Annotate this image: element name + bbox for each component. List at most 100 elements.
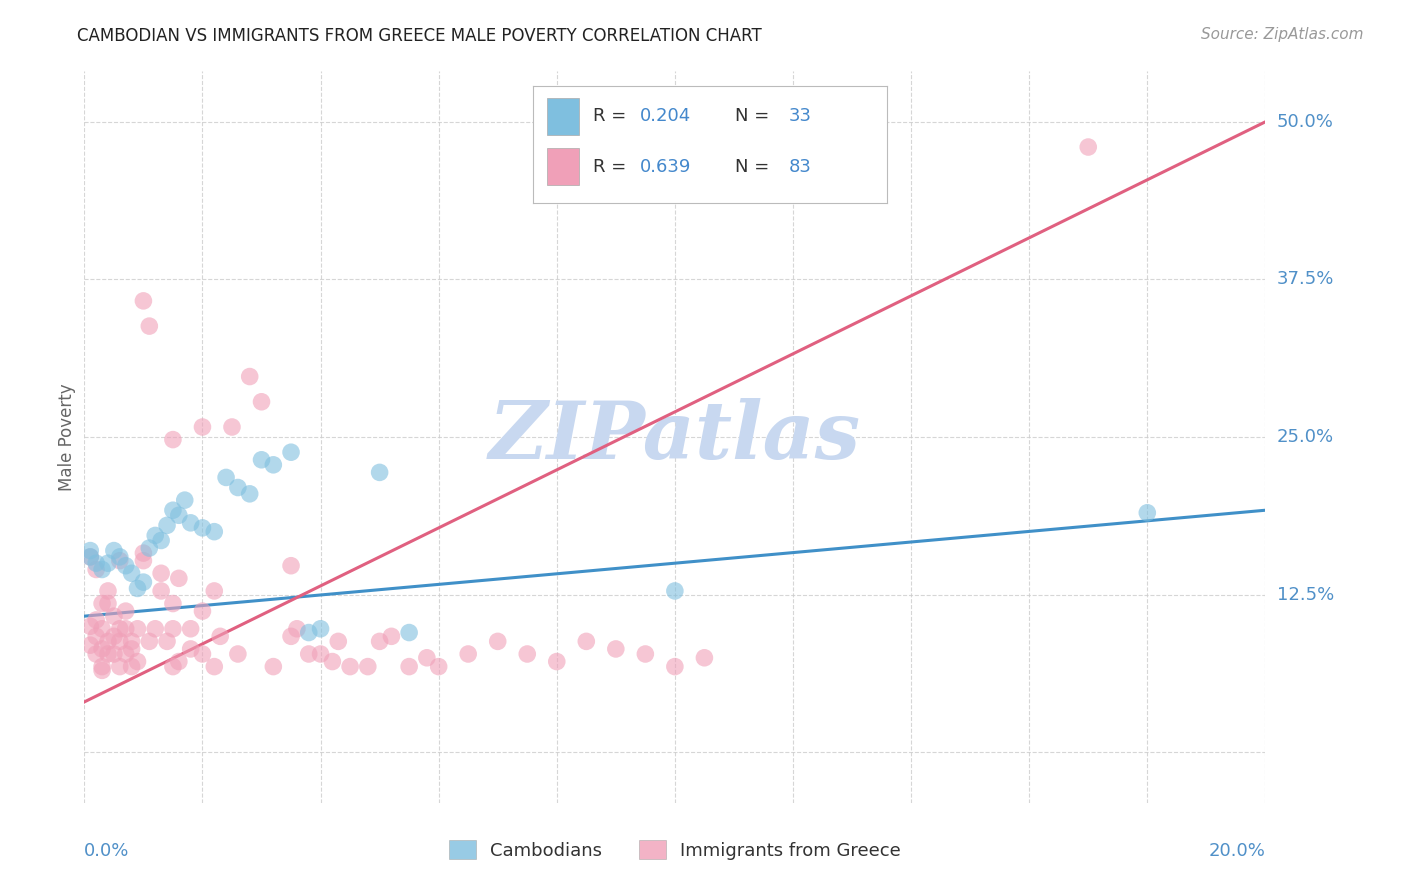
- Point: [121, 634, 143, 648]
- Text: 0.0%: 0.0%: [84, 842, 129, 860]
- Point: [91, 562, 114, 576]
- Point: [127, 582, 149, 596]
- Point: [114, 604, 136, 618]
- Point: [108, 622, 131, 636]
- Text: Source: ZipAtlas.com: Source: ZipAtlas.com: [1201, 27, 1364, 42]
- Point: [91, 664, 114, 678]
- Point: [84, 613, 107, 627]
- Point: [486, 634, 509, 648]
- Point: [84, 629, 107, 643]
- Point: [398, 625, 420, 640]
- Point: [339, 659, 361, 673]
- Point: [132, 546, 155, 560]
- Point: [121, 659, 143, 673]
- Point: [368, 634, 391, 648]
- Point: [357, 659, 380, 673]
- Y-axis label: Male Poverty: Male Poverty: [58, 384, 76, 491]
- Point: [191, 604, 214, 618]
- Point: [150, 533, 173, 548]
- Point: [150, 566, 173, 581]
- Point: [1136, 506, 1159, 520]
- Point: [108, 634, 131, 648]
- Point: [143, 622, 166, 636]
- Point: [298, 625, 321, 640]
- Point: [108, 549, 131, 564]
- Point: [693, 650, 716, 665]
- Point: [150, 583, 173, 598]
- Point: [191, 521, 214, 535]
- Point: [239, 369, 262, 384]
- Point: [103, 647, 125, 661]
- Point: [180, 642, 202, 657]
- Point: [516, 647, 538, 661]
- Point: [262, 659, 284, 673]
- Point: [605, 642, 627, 657]
- Point: [202, 659, 225, 673]
- Text: ZIPatlas: ZIPatlas: [489, 399, 860, 475]
- Text: 20.0%: 20.0%: [1209, 842, 1265, 860]
- Point: [162, 622, 184, 636]
- Point: [239, 487, 262, 501]
- Point: [280, 629, 302, 643]
- Point: [91, 642, 114, 657]
- Point: [162, 659, 184, 673]
- Point: [309, 622, 332, 636]
- Point: [368, 466, 391, 480]
- Point: [226, 481, 249, 495]
- Point: [103, 629, 125, 643]
- Point: [162, 597, 184, 611]
- Point: [167, 508, 190, 523]
- Point: [262, 458, 284, 472]
- Point: [114, 622, 136, 636]
- Point: [84, 562, 107, 576]
- Point: [202, 583, 225, 598]
- Point: [84, 556, 107, 570]
- Point: [328, 634, 350, 648]
- Point: [114, 647, 136, 661]
- Point: [250, 452, 273, 467]
- Point: [108, 659, 131, 673]
- Point: [79, 543, 101, 558]
- Point: [132, 293, 155, 308]
- Point: [121, 566, 143, 581]
- Point: [664, 659, 686, 673]
- Point: [427, 659, 450, 673]
- Point: [162, 503, 184, 517]
- Point: [202, 524, 225, 539]
- Point: [79, 638, 101, 652]
- Point: [91, 659, 114, 673]
- Text: 12.5%: 12.5%: [1277, 586, 1334, 604]
- Point: [132, 554, 155, 568]
- Point: [191, 647, 214, 661]
- Point: [143, 528, 166, 542]
- Point: [132, 575, 155, 590]
- Point: [321, 655, 343, 669]
- Point: [138, 319, 160, 334]
- Point: [97, 597, 120, 611]
- Point: [97, 556, 120, 570]
- Point: [156, 634, 179, 648]
- Point: [280, 445, 302, 459]
- Point: [91, 597, 114, 611]
- Point: [79, 619, 101, 633]
- Point: [191, 420, 214, 434]
- Point: [215, 470, 238, 484]
- Point: [162, 433, 184, 447]
- Text: CAMBODIAN VS IMMIGRANTS FROM GREECE MALE POVERTY CORRELATION CHART: CAMBODIAN VS IMMIGRANTS FROM GREECE MALE…: [77, 27, 762, 45]
- Point: [97, 634, 120, 648]
- Point: [285, 622, 308, 636]
- Point: [226, 647, 249, 661]
- Point: [91, 622, 114, 636]
- Point: [156, 518, 179, 533]
- Point: [138, 634, 160, 648]
- Point: [138, 541, 160, 555]
- Point: [127, 655, 149, 669]
- Point: [84, 647, 107, 661]
- Point: [380, 629, 402, 643]
- Point: [416, 650, 439, 665]
- Point: [108, 554, 131, 568]
- Point: [79, 549, 101, 564]
- Point: [575, 634, 598, 648]
- Point: [97, 583, 120, 598]
- Point: [221, 420, 243, 434]
